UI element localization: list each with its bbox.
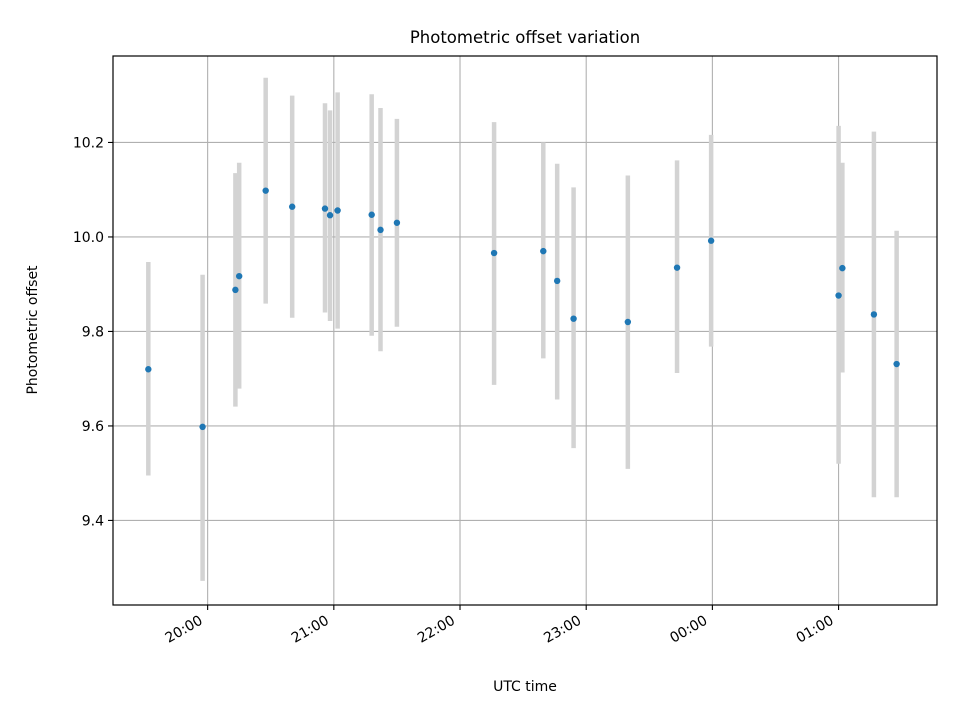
data-point-18: [707, 237, 715, 244]
data-point-5: [288, 203, 296, 210]
data-point-13: [540, 247, 547, 255]
data-point-22: [893, 360, 900, 368]
data-point-2: [232, 286, 239, 294]
data-point-19: [835, 292, 842, 299]
y-tick-label-2: 9.8: [82, 324, 104, 340]
data-point-17: [673, 264, 681, 271]
data-point-21: [870, 311, 878, 318]
data-points: [145, 187, 900, 431]
data-point-6: [321, 205, 329, 212]
x-axis-label: UTC time: [493, 679, 557, 695]
data-point-1: [199, 423, 206, 431]
data-point-12: [490, 249, 498, 257]
data-point-11: [393, 219, 401, 226]
data-point-7: [326, 212, 334, 219]
y-tick-label-3: 10.0: [73, 230, 104, 246]
y-axis-ticks: 9.4 9.6 9.8 10.0 10.2: [73, 135, 113, 529]
data-point-10: [377, 226, 384, 234]
y-tick-label-1: 9.6: [82, 419, 104, 435]
data-point-9: [368, 211, 375, 218]
data-point-14: [553, 277, 561, 285]
y-gridlines: [113, 141, 937, 521]
data-point-16: [624, 318, 632, 326]
data-point-15: [570, 315, 577, 322]
y-axis-label: Photometric offset: [25, 265, 41, 395]
chart-title: Photometric offset variation: [410, 28, 640, 47]
data-point-20: [839, 264, 846, 272]
data-point-8: [334, 207, 341, 214]
data-point-0: [145, 366, 152, 373]
plot-frame: [112, 55, 938, 606]
data-point-4: [262, 187, 269, 194]
y-tick-label-0: 9.4: [82, 513, 104, 529]
plot-area-background: [113, 56, 937, 605]
y-tick-label-4: 10.2: [73, 135, 104, 151]
data-point-3: [235, 272, 243, 280]
